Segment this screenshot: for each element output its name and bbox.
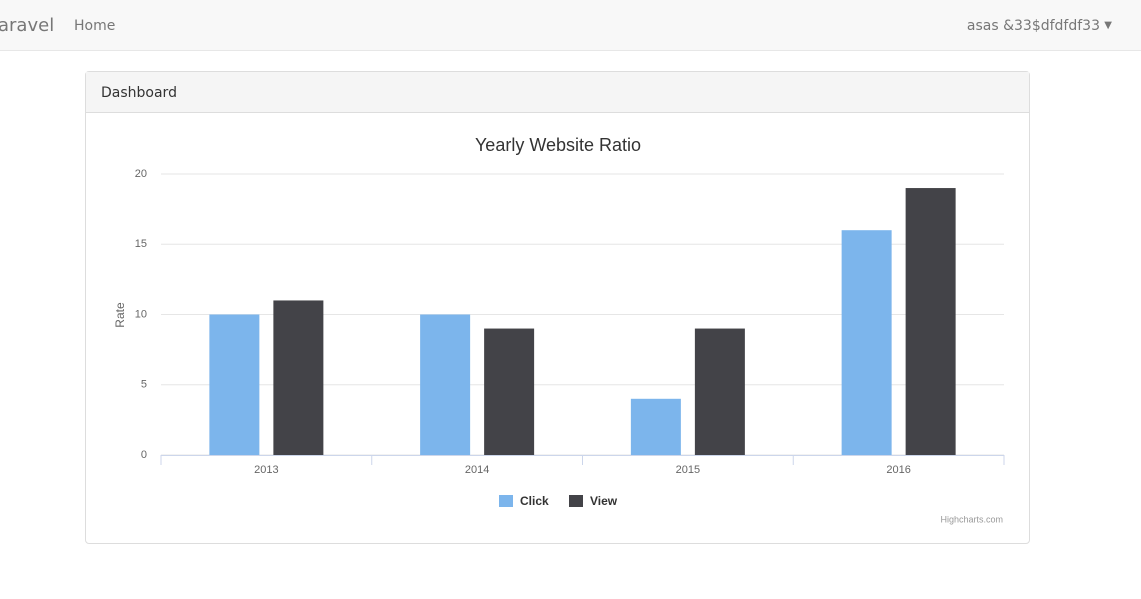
y-tick-label: 15 [135, 238, 147, 250]
legend-label: View [590, 494, 618, 508]
brand[interactable]: aravel [0, 15, 55, 36]
x-tick-label: 2014 [465, 464, 489, 476]
user-menu[interactable]: asas &33$dfdfdf33 [966, 18, 1100, 34]
y-axis-label: Rate [113, 302, 127, 328]
nav-link[interactable]: Home [74, 18, 116, 34]
y-tick-label: 10 [135, 308, 147, 320]
bar [841, 230, 892, 455]
legend-swatch [499, 495, 513, 507]
bar [694, 328, 745, 455]
legend-swatch [569, 495, 583, 507]
bar [484, 328, 535, 455]
x-tick-label: 2015 [676, 464, 700, 476]
credits[interactable]: Highcharts.com [940, 514, 1003, 524]
legend-label: Click [520, 494, 549, 508]
bar [209, 314, 260, 455]
x-tick-label: 2013 [254, 464, 278, 476]
navbar: aravel Home asas &33$dfdfdf33 ▼ [0, 0, 1141, 51]
y-tick-label: 5 [141, 379, 147, 391]
bar [420, 314, 471, 455]
panel-heading: Dashboard [86, 72, 1029, 113]
x-tick-label: 2016 [886, 464, 910, 476]
chart-title: Yearly Website Ratio [475, 135, 641, 155]
bar [273, 300, 324, 455]
y-tick-label: 20 [135, 168, 147, 180]
caret[interactable]: ▼ [1104, 20, 1112, 31]
bar [905, 188, 956, 456]
panel: Dashboard [85, 71, 1030, 544]
y-tick-label: 0 [141, 449, 147, 461]
bar [630, 398, 681, 455]
